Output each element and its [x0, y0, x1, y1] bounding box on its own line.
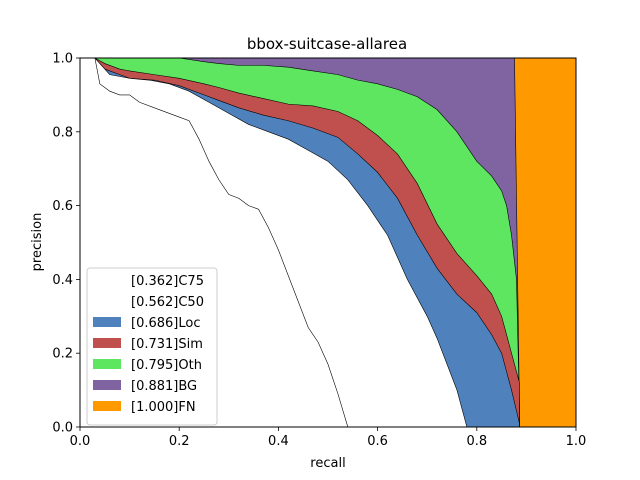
legend-swatch-1-000-fn — [93, 401, 121, 411]
legend: [0.362]C75 [0.562]C50 [0.686]Loc [0.731]Sim… — [86, 267, 218, 426]
y-tick-label: 0.8 — [52, 125, 73, 140]
legend-label-0-881-bg: [0.881]BG — [131, 379, 197, 394]
legend-swatch-0-795-oth — [93, 359, 121, 369]
x-tick-label: 0.0 — [70, 434, 91, 449]
y-tick-label: 0.6 — [52, 199, 73, 214]
y-tick-label: 0.2 — [52, 347, 73, 362]
y-axis-label: precision — [30, 213, 45, 272]
x-tick-label: 0.4 — [268, 434, 289, 449]
y-axis: 0.0 0.2 0.4 0.6 0.8 1.0 — [52, 52, 80, 436]
legend-label-0-562-c50: [0.562]C50 — [131, 295, 204, 310]
legend-swatch-0-686-loc — [93, 317, 121, 327]
y-tick-label: 0.4 — [52, 273, 73, 288]
plot-frame — [79, 57, 577, 428]
x-tick-label: 0.2 — [169, 434, 190, 449]
y-tick-label: 1.0 — [52, 52, 73, 67]
legend-label-0-686-loc: [0.686]Loc — [131, 316, 200, 331]
legend-swatch-0-731-sim — [93, 338, 121, 348]
legend-label-0-795-oth: [0.795]Oth — [131, 358, 202, 373]
x-tick-label: 0.6 — [367, 434, 388, 449]
x-axis-label: recall — [310, 456, 345, 471]
chart-title: bbox-suitcase-allarea — [247, 35, 407, 53]
legend-label-1-000-fn: [1.000]FN — [131, 400, 196, 415]
legend-label-0-731-sim: [0.731]Sim — [131, 337, 203, 352]
x-tick-label: 1.0 — [566, 434, 587, 449]
x-tick-label: 0.8 — [466, 434, 487, 449]
legend-label-0-362-c75: [0.362]C75 — [131, 274, 204, 289]
legend-swatch-0-362-c75 — [93, 275, 121, 285]
y-tick-label: 0.0 — [52, 421, 73, 436]
legend-swatch-0-881-bg — [93, 380, 121, 390]
x-axis: 0.0 0.2 0.4 0.6 0.8 1.0 — [70, 427, 587, 449]
legend-swatch-0-562-c50 — [93, 296, 121, 306]
